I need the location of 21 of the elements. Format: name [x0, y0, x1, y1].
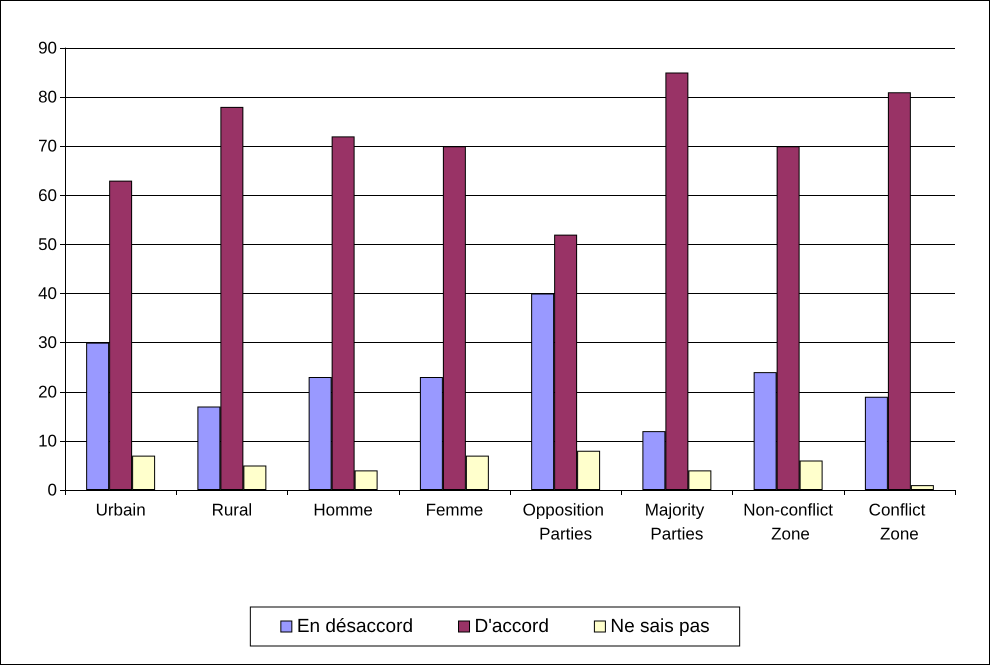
y-tick-label: 0 [48, 480, 57, 500]
x-tick-label: Homme [313, 500, 373, 520]
y-tick-label: 30 [38, 333, 57, 352]
y-tick-label: 50 [38, 234, 57, 254]
x-tick-label: Opposition Parties [522, 500, 609, 544]
x-tick-label: Femme [426, 500, 484, 520]
x-tick-label: Conflict Zone [868, 500, 930, 544]
y-tick-label: 20 [38, 382, 57, 402]
y-tick-label: 60 [38, 186, 57, 205]
x-tick-label: Rural [212, 500, 252, 520]
y-tick-label: 10 [38, 431, 57, 450]
y-tick-label: 40 [38, 284, 57, 304]
legend-label: Ne sais pas [610, 616, 710, 637]
legend-label: D'accord [474, 616, 549, 637]
legend-label: En désaccord [296, 616, 414, 637]
x-tick-label: Urbain [96, 500, 146, 520]
y-tick-label: 90 [38, 38, 57, 58]
y-tick-label: 80 [38, 88, 57, 107]
x-tick-label: Majority Parties [644, 500, 709, 544]
x-tick-label: Non-conflict Zone [743, 500, 834, 544]
y-tick-label: 70 [38, 136, 57, 156]
